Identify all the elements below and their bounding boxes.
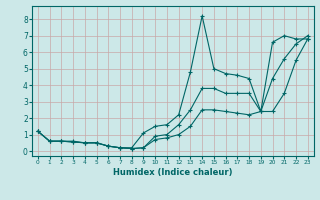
X-axis label: Humidex (Indice chaleur): Humidex (Indice chaleur) (113, 168, 233, 177)
